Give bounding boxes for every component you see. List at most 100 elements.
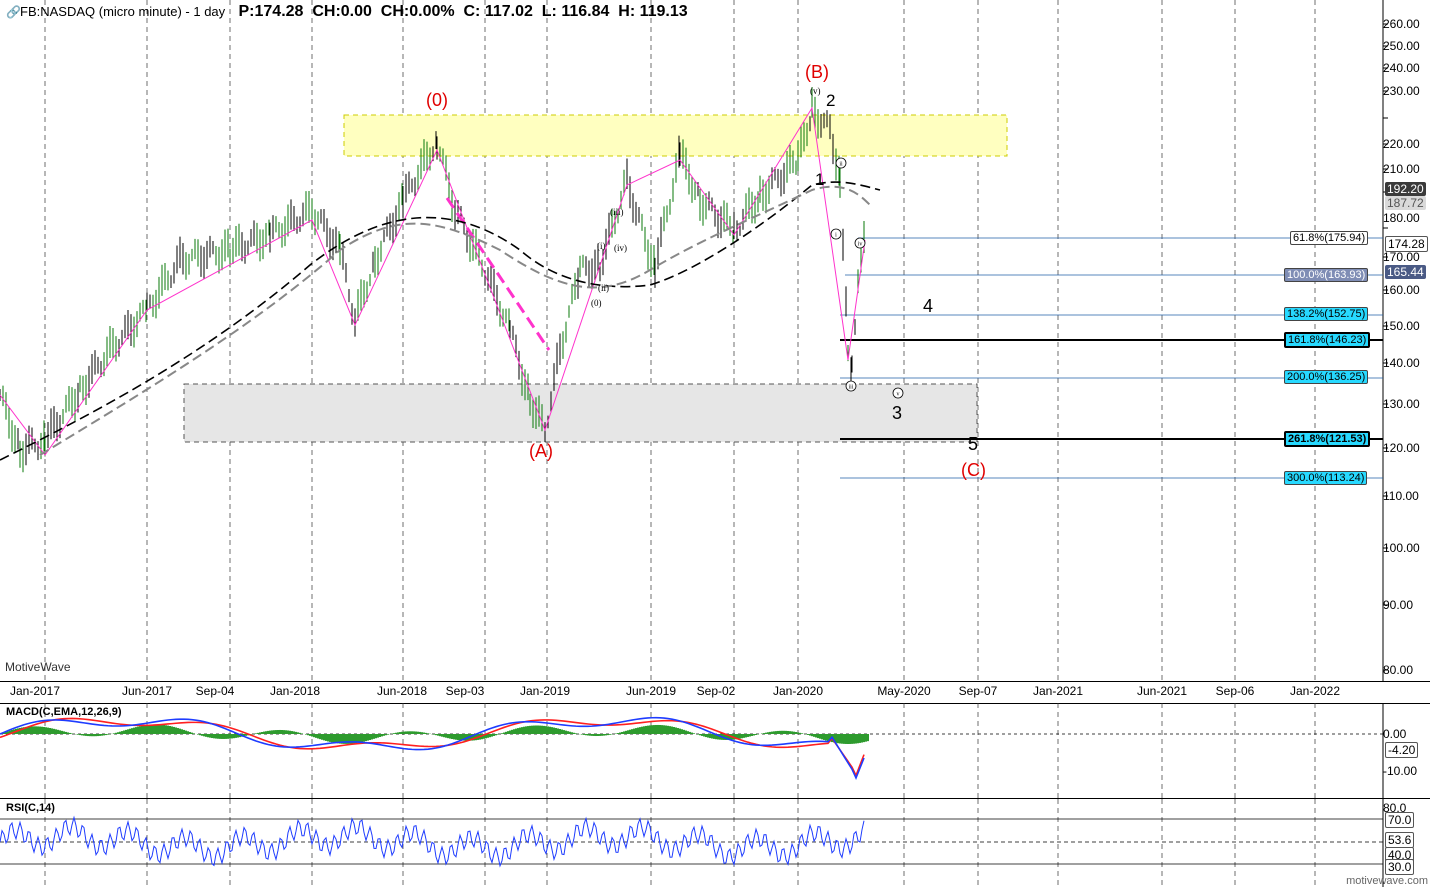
close-value: C: 117.02 [463,3,533,20]
macd-axis-label: 0.00 [1383,727,1407,741]
change-value: CH:0.00 [312,3,372,20]
time-axis-label: Sep-02 [696,684,736,698]
subwave-marker-label: i [835,233,837,239]
subwave-label-iii[interactable]: (iii) [610,207,624,217]
time-axis-label: Sep-06 [1215,684,1255,698]
price-chart-pane[interactable]: ii i iv iii v 🔗FB:NASDAQ (micro minute) - 1 … [0,0,1430,682]
subwave-marker-circ_v [892,387,904,399]
subwave-label-i[interactable]: (i) [597,241,606,251]
time-axis-label: Jun-2018 [376,684,428,698]
time-axis[interactable]: Jan-2017 Jun-2017 Sep-04 Jan-2018 Jun-20… [0,681,1430,704]
time-axis-label: Jan-2017 [9,684,61,698]
price-axis-label: 130.00 [1383,397,1420,411]
wave-label-4[interactable]: 4 [923,296,934,316]
chart-header: 🔗FB:NASDAQ (micro minute) - 1 day P:174.… [6,3,688,21]
last-price-tag: 174.28 [1385,236,1428,252]
price-axis-label: 90.00 [1383,598,1414,612]
subwave-marker-label: iii [848,385,853,391]
wave-label-c[interactable]: (C) [961,460,986,480]
subwave-marker-label: ii [839,162,843,168]
symbol-label: FB:NASDAQ (micro minute) - 1 day [20,4,226,19]
price-axis-label: 110.00 [1383,489,1419,503]
price-axis-label: 180.00 [1383,211,1420,225]
level-price-tag: 165.44 [1385,265,1426,279]
price-axis-label: 210.00 [1383,162,1420,176]
price-axis-label: 170.00 [1383,250,1420,264]
time-axis-label: Jun-2017 [121,684,173,698]
ma-fast-price-tag: 192.20 [1385,182,1426,196]
time-axis-label: Jan-2020 [772,684,824,698]
subwave-marker-label: iv [858,242,863,248]
rsi-pane[interactable]: RSI(C,14) 80.0 70.0 53.6 40.0 30.0 motiv… [0,799,1430,887]
time-axis-label: Jan-2019 [519,684,571,698]
fib-level-label[interactable]: 100.0%(163.93) [1284,268,1369,282]
subwave-label-v[interactable]: (v) [810,86,821,96]
price-axis-label: 80.00 [1383,663,1414,677]
swing-line [0,106,866,456]
macd-line [0,716,865,781]
fib-level-label[interactable]: 138.2%(152.75) [1284,307,1369,321]
macd-value-tag: -4.20 [1385,742,1419,758]
wave-label-a[interactable]: (A) [529,441,553,461]
wave-label-2[interactable]: 2 [826,91,836,110]
wave-label-5[interactable]: 5 [968,434,979,454]
price-axis-label: 100.00 [1383,541,1420,555]
change-pct-value: CH:0.00% [380,3,455,20]
high-value: H: 119.13 [618,3,688,20]
time-axis-label: Sep-03 [445,684,485,698]
time-axis-label: Sep-07 [958,684,998,698]
time-axis-label: Jan-2018 [269,684,321,698]
rsi-title[interactable]: RSI(C,14) [6,802,55,814]
footer-brand: motivewave.com [1346,875,1428,887]
price-axis-label: 140.00 [1383,356,1420,370]
subwave-marker-circ_iv [854,237,866,249]
price-axis-label: 230.00 [1383,84,1420,98]
link-icon[interactable]: 🔗 [6,5,21,19]
rsi-line [0,815,865,868]
wave-label-0[interactable]: (0) [426,90,448,110]
fib-level-label[interactable]: 161.8%(146.23) [1284,332,1371,348]
fib-level-label[interactable]: 261.8%(121.53) [1284,431,1371,447]
price-axis-label: 150.00 [1383,319,1420,333]
subwave-label-0[interactable]: (0) [591,298,602,308]
time-axis-label: Jan-2022 [1289,684,1341,698]
subwave-label-iv[interactable]: (iv) [614,243,627,253]
price-axis-label: 250.00 [1383,39,1420,53]
brand-watermark: MotiveWave [5,660,71,674]
price-axis-label: 240.00 [1383,61,1420,75]
wave-label-b[interactable]: (B) [805,62,829,82]
time-axis-label: Jun-2021 [1136,684,1188,698]
macd-canvas[interactable] [0,703,1430,798]
price-axis-label: 120.00 [1383,441,1420,455]
fib-level-label[interactable]: 61.8%(175.94) [1290,231,1369,245]
rsi-axis-label: 80.0 [1383,801,1407,815]
low-value: L: 116.84 [541,3,610,20]
wave-label-1[interactable]: 1 [815,170,825,189]
subwave-marker-label: v [897,392,900,398]
subwave-label-ii[interactable]: (ii) [598,283,609,293]
macd-signal-line [0,717,865,778]
wave-a-trendline [445,197,551,351]
price-axis-label: 220.00 [1383,137,1420,151]
ma-slow-price-tag: 187.72 [1385,196,1426,210]
wave-label-3[interactable]: 3 [892,403,903,423]
rsi-value-tag: 53.6 [1385,832,1415,848]
price-axis-label: 160.00 [1383,283,1420,297]
subwave-marker-circ_ii [835,157,847,169]
macd-title[interactable]: MACD(C,EMA,12,26,9) [6,706,122,718]
fib-level-label[interactable]: 300.0%(113.24) [1284,471,1368,485]
time-axis-label: Jun-2019 [625,684,677,698]
time-axis-label: Jan-2021 [1032,684,1084,698]
price-axis-label: 260.00 [1383,17,1420,31]
time-axis-label: May-2020 [877,684,931,698]
rsi-canvas[interactable] [0,799,1430,887]
subwave-marker-circ_i [830,228,842,240]
macd-pane[interactable]: MACD(C,EMA,12,26,9) 0.00 -10.00 -4.20 [0,703,1430,799]
rsi-axis-tag: 30.0 [1385,859,1415,875]
rsi-axis-tag: 70.0 [1385,812,1415,828]
macd-axis-label: -10.00 [1383,764,1418,778]
time-axis-label: Sep-04 [195,684,235,698]
support-zone [183,383,978,443]
fib-level-label[interactable]: 200.0%(136.25) [1284,370,1369,384]
